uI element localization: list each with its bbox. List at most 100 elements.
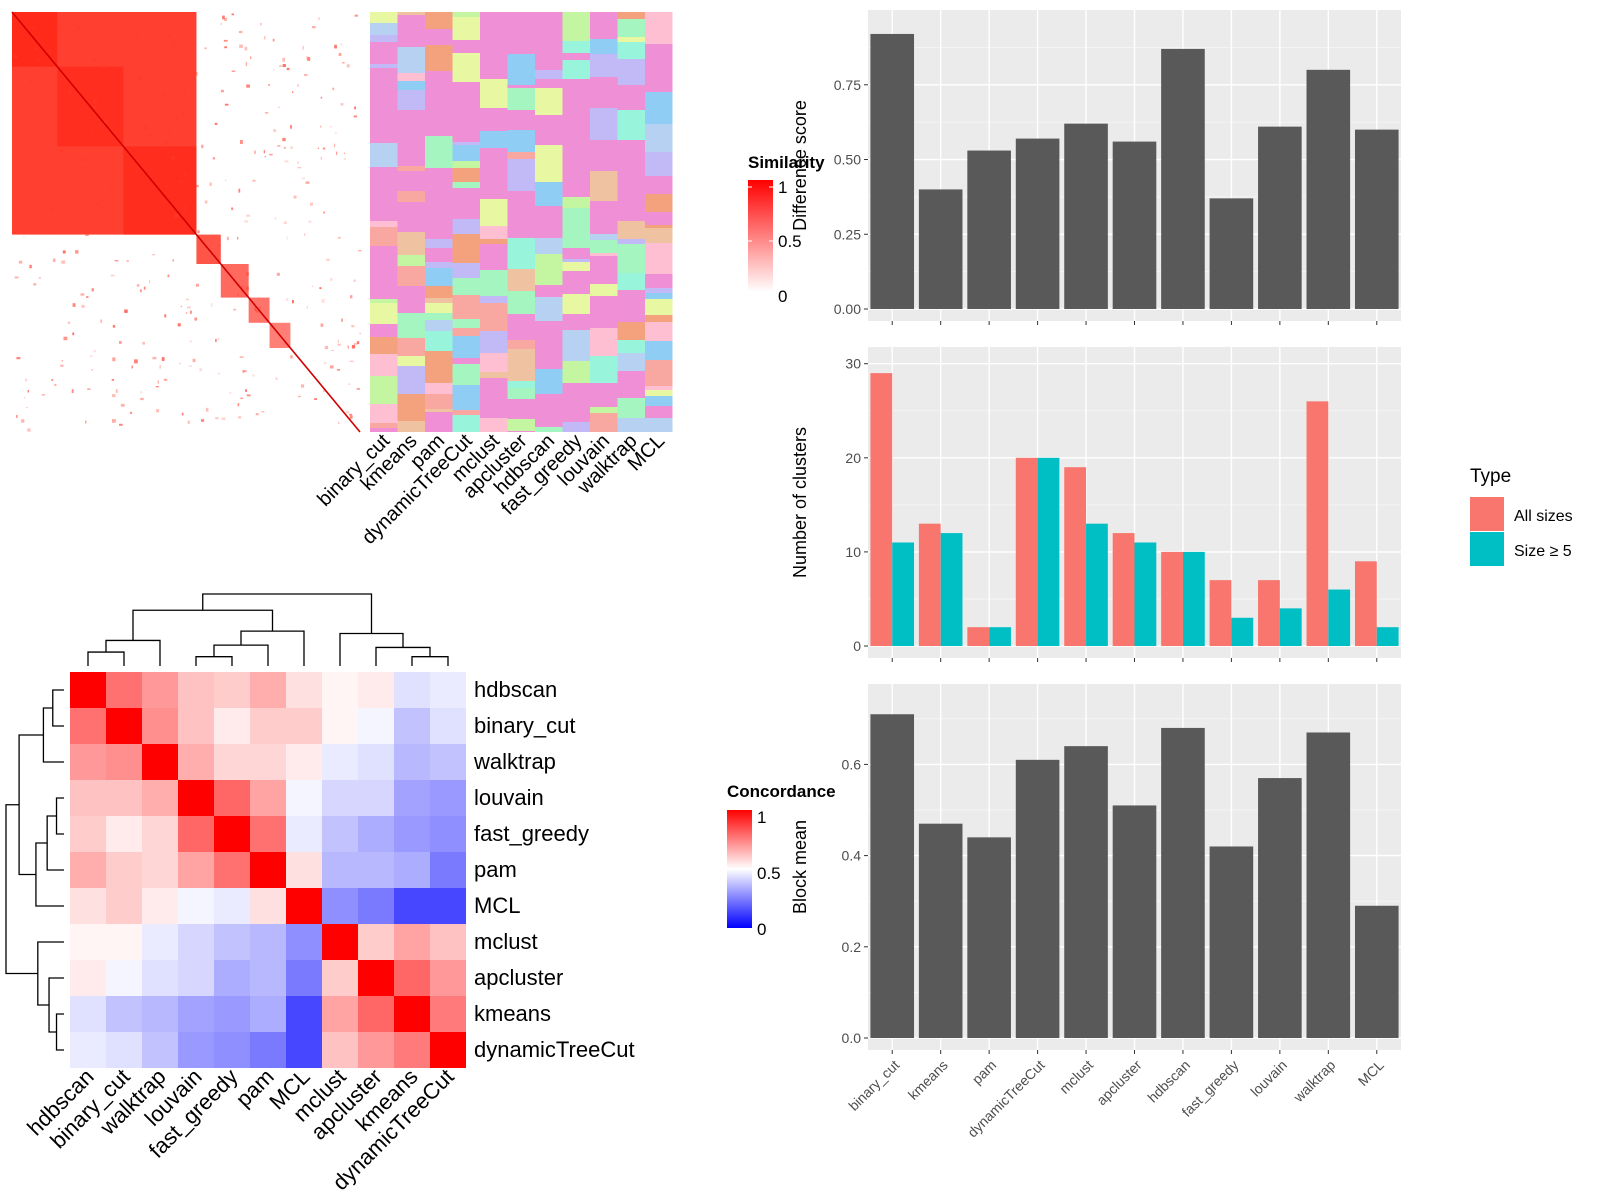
concordance-cell <box>358 744 394 780</box>
legend-label-size-ge-5: Size ≥ 5 <box>1514 543 1572 560</box>
concordance-cell <box>142 744 178 780</box>
concordance-cell <box>286 780 322 816</box>
dendrogram-branch <box>55 797 64 835</box>
concordance-cell <box>214 888 250 924</box>
concordance-cell <box>322 744 358 780</box>
concordance-cell <box>250 924 286 960</box>
concordance-cell <box>178 708 214 744</box>
bar-size-5 <box>1279 608 1302 646</box>
concordance-row-dendrogram <box>5 689 64 1051</box>
bar <box>1209 846 1254 1038</box>
concordance-row-label: dynamicTreeCut <box>474 1037 635 1062</box>
bar <box>967 150 1011 309</box>
concordance-cell <box>214 924 250 960</box>
concordance-cell <box>70 744 106 780</box>
bar-all-sizes <box>1258 580 1280 646</box>
concordance-cell <box>106 708 142 744</box>
bar <box>1161 48 1205 309</box>
concordance-cell <box>178 888 214 924</box>
concordance-row-label: louvain <box>474 785 544 810</box>
concordance-legend: Concordance 1 0.5 0 <box>727 782 836 939</box>
cluster-label-columns <box>370 12 673 432</box>
concordance-cell <box>214 852 250 888</box>
concordance-cell <box>70 852 106 888</box>
concordance-cell <box>358 708 394 744</box>
concordance-cell <box>106 816 142 852</box>
label-column-mclust <box>480 79 508 432</box>
concordance-cell <box>106 960 142 996</box>
concordance-cell <box>214 816 250 852</box>
similarity-texture <box>12 13 362 432</box>
concordance-cell <box>322 960 358 996</box>
concordance-cell <box>286 1032 322 1068</box>
y-tick-label: 0.4 <box>842 848 862 864</box>
concordance-row-label: MCL <box>474 893 520 918</box>
concordance-cell <box>178 924 214 960</box>
label-column-kmeans <box>397 12 425 432</box>
legend-key-all-sizes <box>1470 497 1504 531</box>
type-legend-title: Type <box>1470 466 1511 487</box>
concordance-legend-title: Concordance <box>727 782 836 801</box>
x-tick-label: pam <box>969 1057 1000 1088</box>
concordance-cell <box>142 924 178 960</box>
bar <box>1209 198 1254 309</box>
x-tick-label: walktrap <box>1290 1057 1339 1106</box>
y-tick-label: 0.75 <box>834 77 861 93</box>
bar-size-5 <box>1376 627 1399 646</box>
concordance-cell <box>70 960 106 996</box>
concordance-cell <box>430 672 466 708</box>
concordance-cell <box>214 960 250 996</box>
concordance-cell <box>250 996 286 1032</box>
bar-size-5 <box>989 627 1011 646</box>
dendrogram-branch <box>105 639 161 666</box>
concordance-cell <box>250 888 286 924</box>
concordance-cell <box>358 888 394 924</box>
concordance-row-labels: hdbscan binary_cut walktrap louvain fast_gre… <box>473 677 635 1062</box>
x-tick-label: apcluster <box>1093 1057 1145 1109</box>
bar-all-sizes <box>967 627 990 646</box>
concordance-row-label: kmeans <box>474 1001 551 1026</box>
concordance-cell <box>394 852 430 888</box>
bar-size-5 <box>892 542 915 646</box>
concordance-cell <box>286 708 322 744</box>
bar <box>918 823 963 1038</box>
concordance-cell <box>286 816 322 852</box>
bar-all-sizes <box>1354 561 1377 646</box>
bar-all-sizes <box>1015 457 1038 646</box>
y-tick-label: 0.2 <box>842 939 862 955</box>
similarity-legend-tick-1: 1 <box>778 178 787 197</box>
label-column-walktrap <box>617 12 645 432</box>
concordance-cell <box>250 1032 286 1068</box>
y-tick-label: 0 <box>853 638 861 654</box>
concordance-cell <box>142 1032 178 1068</box>
concordance-cell <box>142 960 178 996</box>
concordance-cell <box>430 852 466 888</box>
concordance-cell <box>430 780 466 816</box>
concordance-cell <box>358 996 394 1032</box>
concordance-cell <box>430 816 466 852</box>
bar <box>1064 746 1108 1038</box>
concordance-cell <box>178 744 214 780</box>
concordance-cell <box>322 672 358 708</box>
y-axis-label: Block mean <box>790 820 810 914</box>
concordance-cell <box>430 1032 466 1068</box>
bar <box>1354 129 1399 309</box>
concordance-cell <box>106 672 142 708</box>
type-legend: Type All sizes Size ≥ 5 <box>1470 466 1573 566</box>
concordance-cell <box>358 816 394 852</box>
concordance-cell <box>178 960 214 996</box>
bar-all-sizes <box>1064 467 1087 646</box>
bar <box>1306 732 1351 1038</box>
dendrogram-branch <box>18 734 44 876</box>
x-tick-label: louvain <box>1247 1057 1290 1100</box>
legend-key-size-ge-5 <box>1470 532 1504 566</box>
dendrogram-branch <box>42 707 64 763</box>
concordance-cell <box>214 672 250 708</box>
concordance-cell <box>178 1032 214 1068</box>
label-column-mcl <box>645 12 673 432</box>
dendrogram-branch <box>52 689 64 727</box>
dendrogram-branch <box>202 593 373 634</box>
concordance-row-label: apcluster <box>474 965 563 990</box>
concordance-cell <box>358 852 394 888</box>
